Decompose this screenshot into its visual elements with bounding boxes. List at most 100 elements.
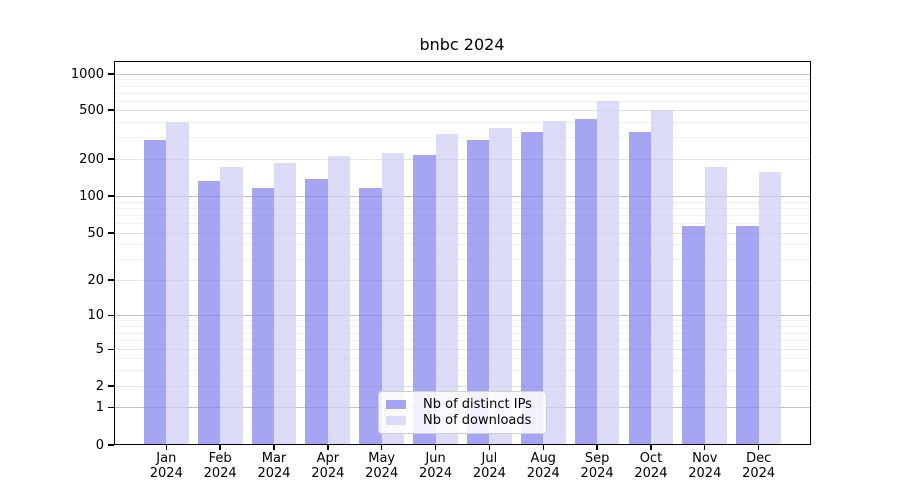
x-tick-label-mar: Mar 2024 bbox=[242, 451, 306, 481]
bar-downloads-sep bbox=[597, 100, 620, 445]
x-tick-label-feb: Feb 2024 bbox=[188, 451, 252, 481]
x-tick-aug bbox=[542, 445, 544, 450]
bar-downloads-jan bbox=[166, 121, 189, 445]
x-tick-year: 2024 bbox=[526, 465, 560, 481]
x-tick-label-jan: Jan 2024 bbox=[134, 451, 198, 481]
bar-downloads-may bbox=[381, 153, 405, 445]
legend-swatch-downloads bbox=[386, 416, 406, 425]
x-tick-feb bbox=[219, 445, 221, 450]
legend-label-downloads: Nb of downloads bbox=[423, 413, 532, 428]
x-tick-year: 2024 bbox=[257, 465, 291, 481]
legend: Nb of distinct IPs Nb of downloads bbox=[378, 391, 547, 434]
y-tick-label-2: 2 bbox=[95, 378, 104, 394]
bar-downloads-aug bbox=[543, 120, 566, 445]
x-tick-year: 2024 bbox=[634, 465, 668, 481]
y-tick-20 bbox=[107, 279, 114, 281]
y-tick-label-200: 200 bbox=[79, 151, 104, 167]
x-tick-month: Jan bbox=[156, 451, 177, 466]
gridline-minor-9 bbox=[113, 320, 811, 322]
y-tick-2 bbox=[107, 385, 114, 387]
bar-downloads-jun bbox=[435, 133, 458, 445]
plot-area bbox=[113, 61, 811, 445]
x-tick-year: 2024 bbox=[472, 465, 506, 481]
y-tick-100 bbox=[107, 195, 114, 197]
bar-distinct-ips-oct bbox=[628, 131, 651, 445]
bar-distinct-ips-jun bbox=[413, 155, 436, 445]
gridline-minor-90 bbox=[113, 201, 811, 203]
gridline-10 bbox=[113, 315, 811, 317]
x-tick-label-dec: Dec 2024 bbox=[727, 451, 791, 481]
x-tick-may bbox=[381, 445, 383, 450]
gridline-500 bbox=[113, 109, 811, 111]
y-tick-label-0: 0 bbox=[95, 437, 104, 453]
gridline-minor-6 bbox=[113, 340, 811, 342]
x-tick-jun bbox=[434, 445, 437, 450]
bar-distinct-ips-feb bbox=[197, 181, 221, 445]
y-tick-1000 bbox=[107, 73, 114, 75]
bar-distinct-ips-jan bbox=[143, 140, 167, 445]
bar-distinct-ips-sep bbox=[574, 118, 598, 445]
x-tick-month: Nov bbox=[692, 451, 718, 466]
x-tick-month: Feb bbox=[208, 451, 232, 466]
gridline-50 bbox=[113, 232, 811, 234]
gridline-minor-70 bbox=[113, 215, 811, 217]
legend-swatch-distinct-ips bbox=[386, 400, 406, 409]
legend-label-distinct-ips: Nb of distinct IPs bbox=[423, 397, 532, 412]
x-tick-label-nov: Nov 2024 bbox=[673, 451, 737, 481]
bar-downloads-mar bbox=[273, 163, 297, 445]
x-tick-year: 2024 bbox=[149, 465, 183, 481]
y-tick-label-50: 50 bbox=[87, 225, 104, 241]
x-tick-label-jun: Jun 2024 bbox=[404, 451, 468, 481]
x-tick-month: May bbox=[368, 451, 396, 466]
x-tick-label-aug: Aug 2024 bbox=[511, 451, 575, 481]
bar-distinct-ips-nov bbox=[682, 225, 705, 445]
x-tick-year: 2024 bbox=[203, 465, 237, 481]
bar-distinct-ips-aug bbox=[520, 131, 544, 445]
y-tick-0 bbox=[107, 444, 114, 446]
y-tick-5 bbox=[107, 348, 114, 350]
legend-row-distinct-ips: Nb of distinct IPs bbox=[386, 397, 538, 412]
y-tick-label-5: 5 bbox=[95, 341, 104, 357]
x-tick-year: 2024 bbox=[365, 465, 399, 481]
x-tick-year: 2024 bbox=[311, 465, 345, 481]
gridline-minor-60 bbox=[113, 223, 811, 225]
y-tick-50 bbox=[107, 232, 114, 234]
bar-distinct-ips-mar bbox=[251, 187, 274, 445]
x-tick-month: Dec bbox=[746, 451, 772, 466]
x-tick-jan bbox=[165, 445, 167, 450]
x-tick-label-apr: Apr 2024 bbox=[296, 451, 360, 481]
gridline-2 bbox=[113, 385, 811, 387]
gridline-minor-80 bbox=[113, 207, 811, 209]
y-tick-label-1: 1 bbox=[95, 399, 104, 415]
gridline-minor-4 bbox=[113, 358, 811, 360]
gridline-20 bbox=[113, 279, 811, 281]
bar-downloads-apr bbox=[327, 156, 351, 445]
bar-distinct-ips-jul bbox=[466, 139, 490, 445]
x-tick-oct bbox=[650, 445, 652, 450]
chart-title: bnbc 2024 bbox=[419, 35, 505, 54]
gridline-minor-40 bbox=[113, 244, 811, 246]
gridline-minor-300 bbox=[113, 137, 811, 139]
x-tick-month: Jul bbox=[481, 451, 498, 466]
x-tick-nov bbox=[704, 445, 706, 450]
x-tick-year: 2024 bbox=[688, 465, 722, 481]
x-tick-mar bbox=[273, 445, 275, 450]
x-tick-apr bbox=[327, 445, 329, 450]
x-tick-label-oct: Oct 2024 bbox=[619, 451, 683, 481]
y-tick-label-20: 20 bbox=[87, 272, 104, 288]
y-tick-500 bbox=[107, 109, 114, 111]
y-tick-label-100: 100 bbox=[79, 188, 104, 204]
gridline-100 bbox=[113, 195, 811, 197]
x-tick-year: 2024 bbox=[580, 465, 614, 481]
gridline-minor-3 bbox=[113, 369, 811, 371]
x-tick-dec bbox=[757, 445, 760, 450]
y-tick-1 bbox=[107, 406, 114, 408]
gridline-minor-900 bbox=[113, 79, 811, 81]
x-tick-label-jul: Jul 2024 bbox=[457, 451, 521, 481]
gridline-minor-7 bbox=[113, 332, 811, 334]
y-tick-label-10: 10 bbox=[87, 307, 104, 323]
bar-downloads-oct bbox=[650, 109, 674, 445]
x-tick-label-may: May 2024 bbox=[350, 451, 414, 481]
bar-distinct-ips-may bbox=[359, 188, 382, 445]
